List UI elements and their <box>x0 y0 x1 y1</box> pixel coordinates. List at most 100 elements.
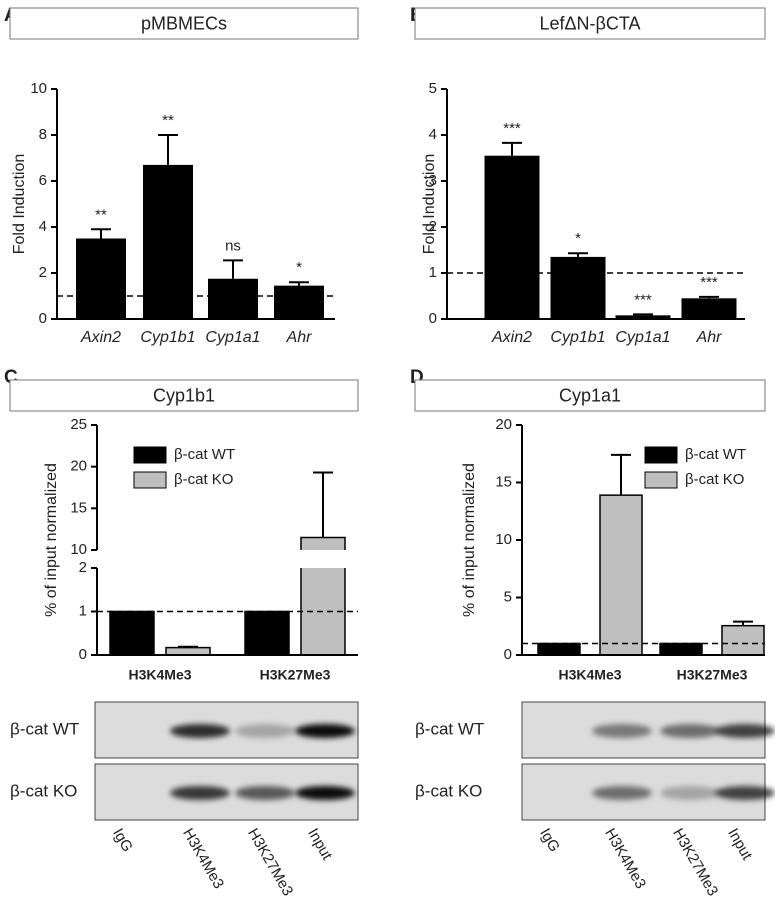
y-tick-label: 6 <box>39 172 47 189</box>
legend-label: β-cat KO <box>174 471 233 488</box>
axis-break <box>98 550 359 568</box>
gel-lane-label: H3K27Me3 <box>244 825 296 898</box>
significance-label: ** <box>162 112 174 129</box>
bar <box>659 642 703 656</box>
y-tick-label: 0 <box>504 646 512 663</box>
gel-row-label: β-cat KO <box>10 781 77 800</box>
gel-lane-label: H3K4Me3 <box>601 825 649 891</box>
bar <box>721 624 765 656</box>
x-tick-label: Cyp1b1 <box>550 329 605 346</box>
legend-swatch <box>133 446 167 464</box>
y-tick-label: 5 <box>429 80 437 97</box>
significance-label: ns <box>225 237 241 254</box>
y-tick-label: 3 <box>429 172 437 189</box>
y-tick-label: 25 <box>70 416 87 433</box>
gel-band <box>660 724 720 738</box>
gel-band <box>295 786 355 800</box>
y-tick-label: 0 <box>39 310 47 327</box>
gel-row-label: β-cat KO <box>415 781 482 800</box>
chart-title: Cyp1a1 <box>559 385 621 405</box>
chart-title: pMBMECs <box>141 13 227 33</box>
x-tick-label: Ahr <box>286 329 313 346</box>
y-tick-label: 20 <box>70 458 87 475</box>
y-tick-label: 15 <box>495 473 512 490</box>
x-tick-label: Cyp1b1 <box>140 329 195 346</box>
significance-label: * <box>296 259 302 276</box>
legend-swatch <box>644 471 678 489</box>
y-tick-label: 15 <box>70 499 87 516</box>
legend-swatch <box>644 446 678 464</box>
gel-band <box>660 786 720 800</box>
gel-lane-label: Input <box>724 825 756 863</box>
bar <box>537 642 581 656</box>
y-tick-label: 0 <box>79 646 87 663</box>
gel-band <box>170 786 230 800</box>
legend-swatch <box>133 471 167 489</box>
bar <box>681 298 737 319</box>
bar <box>550 256 606 319</box>
bar <box>244 610 290 656</box>
title-box <box>414 379 766 412</box>
legend-label: β-cat KO <box>685 471 744 488</box>
y-tick-label: 2 <box>79 559 87 576</box>
y-axis-label: % of input normalized <box>43 463 60 617</box>
chart-title: LefΔN-βCTA <box>539 13 640 33</box>
y-tick-label: 4 <box>429 126 437 143</box>
gel-lane-label: IgG <box>109 825 136 854</box>
gel-lane-label: H3K27Me3 <box>669 825 721 898</box>
significance-label: *** <box>503 120 521 137</box>
x-tick-label: Cyp1a1 <box>615 329 670 346</box>
bar <box>274 285 324 319</box>
y-tick-label: 0 <box>429 310 437 327</box>
significance-label: * <box>575 230 581 247</box>
bar <box>484 155 540 319</box>
chart-title: Cyp1b1 <box>153 385 215 405</box>
title-box <box>9 379 359 412</box>
gel-band <box>235 786 295 800</box>
bar <box>76 238 126 319</box>
gel-band <box>295 724 355 738</box>
y-tick-label: 2 <box>39 264 47 281</box>
gel-lane-label: IgG <box>536 825 563 854</box>
y-tick-label: 1 <box>79 602 87 619</box>
title-box <box>9 7 359 40</box>
bar <box>143 164 193 319</box>
gel-row-label: β-cat WT <box>415 719 484 738</box>
y-tick-label: 10 <box>70 541 87 558</box>
gel-band <box>592 724 652 738</box>
bar <box>165 646 211 656</box>
y-tick-label: 1 <box>429 264 437 281</box>
y-tick-label: 2 <box>429 218 437 235</box>
y-tick-label: 20 <box>495 416 512 433</box>
title-box <box>414 7 766 40</box>
gel-lane-label: Input <box>304 825 336 863</box>
x-tick-label: H3K27Me3 <box>260 667 331 683</box>
x-tick-label: Axin2 <box>80 329 121 346</box>
gel-row-label: β-cat WT <box>10 719 79 738</box>
x-tick-label: Axin2 <box>491 329 532 346</box>
gel-band <box>235 724 295 738</box>
gel-band <box>715 724 775 738</box>
bar <box>615 315 671 319</box>
gel-lane-label: H3K4Me3 <box>179 825 227 891</box>
significance-label: ** <box>95 206 107 223</box>
x-tick-label: Cyp1a1 <box>205 329 260 346</box>
y-tick-label: 10 <box>30 80 47 97</box>
y-tick-label: 8 <box>39 126 47 143</box>
significance-label: *** <box>634 291 652 308</box>
legend-label: β-cat WT <box>174 446 235 463</box>
significance-label: *** <box>700 274 718 291</box>
y-tick-label: 5 <box>504 588 512 605</box>
y-axis-label: % of input normalized <box>461 463 478 617</box>
y-axis-label: Fold Induction <box>11 154 28 255</box>
bar <box>208 278 258 319</box>
gel-band <box>715 786 775 800</box>
gel-band <box>592 786 652 800</box>
x-tick-label: H3K4Me3 <box>128 667 191 683</box>
x-tick-label: Ahr <box>696 329 723 346</box>
x-tick-label: H3K4Me3 <box>558 667 621 683</box>
bar <box>109 610 155 656</box>
y-tick-label: 10 <box>495 531 512 548</box>
gel-band <box>170 724 230 738</box>
